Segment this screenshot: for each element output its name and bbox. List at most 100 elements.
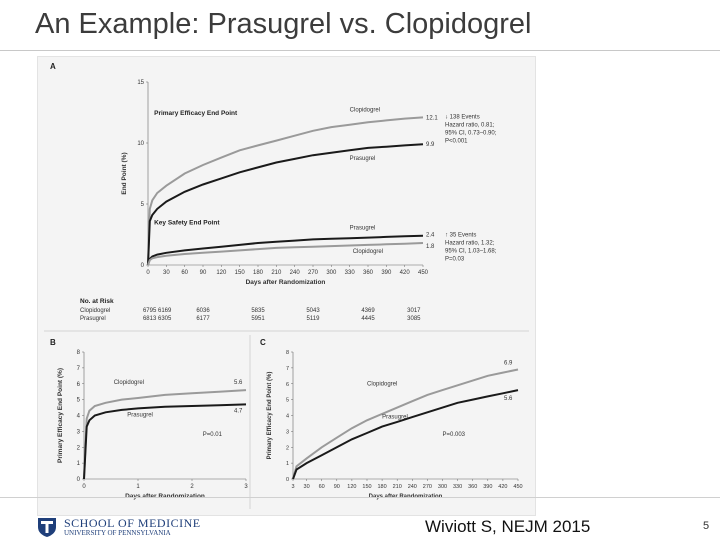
panel-a-x-tick-label: 270 [308,270,319,276]
panel-b-y-tick-label: 0 [77,477,81,483]
panel-c-x-tick-label: 3 [291,484,294,490]
panel-c-x-tick-label: 270 [423,484,432,490]
panel-a-safety-title: Key Safety End Point [154,220,220,227]
panel-a-x-tick-label: 90 [200,270,207,276]
panel-c-clopidogrel-line [292,368,519,480]
panel-a-safety-annotation: Hazard ratio, 1.32; [445,241,495,247]
footer-divider [0,497,720,498]
panel-c-x-tick-label: 30 [304,484,310,490]
panel-b-x-tick-label: 0 [82,484,86,490]
panel-b-p-value: P=0.01 [203,432,223,438]
panel-c-y-tick-label: 2 [286,445,289,451]
at-risk-value: 5835 [251,308,265,314]
panel-c-x-tick-label: 150 [362,484,371,490]
panel-b-clopidogrel-line [83,389,247,480]
panel-b-clopidogrel-end-label: 5.6 [234,380,243,386]
panel-b-y-axis-label: Primary Efficacy End Point (%) [57,368,64,463]
panel-a-x-tick-label: 210 [271,270,282,276]
panel-c-x-tick-label: 450 [513,484,522,490]
panel-a-x-tick-label: 150 [235,270,246,276]
panel-a-efficacy-prasugrel-line [147,143,424,266]
panel-a-x-tick-label: 180 [253,270,264,276]
penn-medicine-logo: SCHOOL OF MEDICINE UNIVERSITY OF PENNSYL… [36,516,200,538]
panel-b-x-tick-label: 1 [136,484,140,490]
panel-a-efficacy-annotation: P<0.001 [445,138,468,144]
panel-c-y-tick-label: 8 [286,350,289,356]
panel-b-y-tick-label: 3 [77,429,81,435]
panel-c-y-tick-label: 1 [286,461,289,467]
panel-a-x-tick-label: 450 [418,270,429,276]
panel-b-panel-letter: B [50,338,56,347]
at-risk-value: 6177 [196,316,210,322]
panel-a-y-tick-label: 15 [137,80,144,86]
panel-a-efficacy-prasugrel-label: Prasugrel [350,156,376,162]
panel-a-safety-clopidogrel-end-label: 1.8 [426,244,435,250]
panel-c-x-tick-label: 330 [453,484,462,490]
panel-a-panel-letter: A [50,62,56,71]
panel-a-x-tick-label: 30 [163,270,170,276]
at-risk-value: 4445 [361,316,375,322]
at-risk-title: No. at Risk [80,298,114,305]
panel-a-safety-prasugrel-label: Prasugrel [350,226,376,232]
panel-a-x-tick-label: 420 [400,270,411,276]
at-risk-value: 5951 [251,316,265,322]
panel-a-y-tick-label: 10 [137,141,144,147]
panel-a-x-tick-label: 360 [363,270,374,276]
at-risk-value: 3085 [407,316,421,322]
panel-c-x-tick-label: 120 [347,484,356,490]
panel-a-safety-prasugrel-end-label: 2.4 [426,233,435,239]
panel-b-y-tick-label: 7 [77,366,81,372]
panel-b-prasugrel-end-label: 4.7 [234,408,243,414]
panel-a-safety-clopidogrel-label: Clopidogrel [353,249,383,255]
at-risk-value: 3017 [407,308,421,314]
panel-c-x-tick-label: 360 [468,484,477,490]
panel-c-y-tick-label: 5 [286,398,289,404]
at-risk-row-label: Clopidogrel [80,308,110,314]
at-risk-row-label: Prasugrel [80,316,106,322]
panel-a-x-tick-label: 60 [181,270,188,276]
panel-b-y-tick-label: 4 [77,414,81,420]
panel-c-x-tick-label: 420 [498,484,507,490]
panel-a-y-tick-label: 5 [141,202,145,208]
panel-b-prasugrel-label: Prasugrel [127,412,153,418]
panel-b-y-tick-label: 8 [77,350,81,356]
panel-a-safety-annotation: P=0.03 [445,257,465,263]
panel-c-y-tick-label: 0 [286,477,289,483]
panel-a-y-axis-label: End Point (%) [121,152,128,194]
panel-c-prasugrel-end-label: 5.6 [504,396,513,402]
panel-c-y-tick-label: 6 [286,382,289,388]
title-divider [0,50,720,51]
panel-a-efficacy-clopidogrel-label: Clopidogrel [350,107,380,113]
slide-title: An Example: Prasugrel vs. Clopidogrel [35,8,532,40]
panel-a-efficacy-annotation: Hazard ratio, 0.81; [445,122,495,128]
panel-a-x-tick-label: 300 [326,270,337,276]
figure-panel: A 0 5 10 15 0 30 60 90 120 150 180 210 240 270 300 330 36… [37,56,536,516]
citation: Wiviott S, NEJM 2015 [425,517,591,536]
panel-a-efficacy-clopidogrel-line [147,116,424,266]
panel-b-y-tick-label: 6 [77,382,81,388]
panel-c-x-tick-label: 180 [378,484,387,490]
panel-a-safety-annotation: ↑ 35 Events [445,233,476,239]
panel-a-x-tick-label: 330 [345,270,356,276]
at-risk-value: 4369 [361,308,375,314]
panel-c-prasugrel-label: Prasugrel [382,415,408,421]
panel-a-x-axis-label: Days after Randomization [246,279,326,286]
at-risk-value: 6036 [196,308,210,314]
panel-c-clopidogrel-label: Clopidogrel [367,381,397,387]
panel-a-efficacy-prasugrel-end-label: 9.9 [426,142,435,148]
panel-a-safety-annotation: 95% CI, 1.03–1.68; [445,249,497,255]
panel-c-y-tick-label: 7 [286,366,289,372]
panel-a-x-tick-label: 390 [381,270,392,276]
panel-b-x-axis-label: Days after Randomization [125,493,205,500]
shield-icon [38,518,56,537]
panel-a-safety-clopidogrel-line [147,242,424,266]
panel-b-clopidogrel-label: Clopidogrel [114,380,144,386]
at-risk-value: 5119 [307,316,321,322]
page-number: 5 [703,520,710,532]
panel-a-x-tick-label: 240 [290,270,301,276]
panel-c-x-tick-label: 390 [483,484,492,490]
panel-b-y-tick-label: 5 [77,398,81,404]
panel-c-prasugrel-line [292,389,519,480]
panel-c-panel-letter: C [260,338,266,347]
panel-b-x-tick-label: 2 [190,484,194,490]
